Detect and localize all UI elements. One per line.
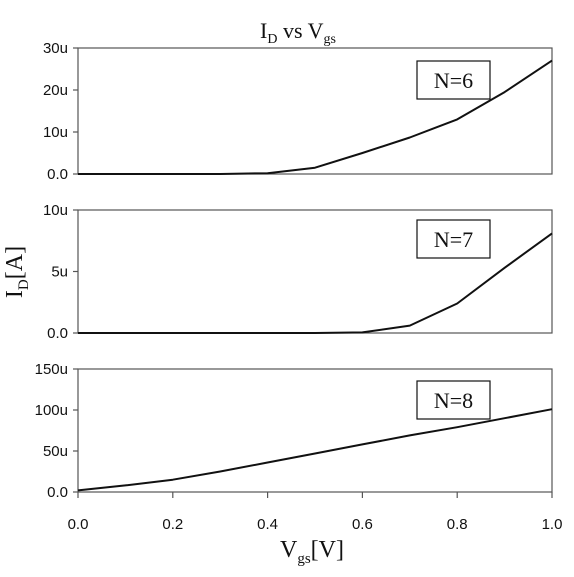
y-tick-label: 0.0 — [47, 166, 68, 183]
chart-title-main-sub: D — [267, 32, 277, 47]
x-axis-label-sub: gs — [297, 551, 311, 567]
x-tick-label: 1.0 — [542, 516, 563, 533]
panel-label: N=8 — [434, 388, 473, 413]
chart-title-mid-sub: gs — [324, 32, 336, 47]
chart-title-main: I — [260, 18, 267, 43]
series-line — [77, 408, 553, 492]
panel-label: N=7 — [434, 227, 473, 252]
x-axis-label: Vgs[V] — [280, 537, 344, 567]
panel-1: 0.0 10u 20u 30u N=6 — [43, 40, 553, 183]
panel-frame — [77, 368, 553, 493]
y-axis-label: ID[A] — [2, 246, 32, 298]
panel-3: 0.0 50u 100u 150u N=8 — [35, 361, 553, 501]
panel-label-box — [416, 60, 491, 100]
panel-2: 0.0 5u 10u N=7 — [43, 202, 553, 342]
x-axis-label-main: V — [280, 537, 298, 563]
x-tick-label: 0.2 — [162, 516, 183, 533]
chart-title: ID vs Vgs — [260, 18, 336, 47]
y-axis-label-sub: D — [16, 279, 32, 290]
x-tick-label: 0.8 — [447, 516, 468, 533]
y-tick-label: 10u — [43, 202, 68, 219]
x-tick-label: 0.6 — [352, 516, 373, 533]
series-line — [78, 232, 553, 334]
x-axis-label-unit: [V] — [311, 537, 344, 563]
x-tick-label: 0.4 — [257, 516, 278, 533]
y-tick-label: 10u — [43, 124, 68, 141]
y-tick-label: 0.0 — [47, 325, 68, 342]
y-axis-label-main: I — [2, 290, 28, 298]
panel-label: N=6 — [434, 68, 473, 93]
chart-title-mid: vs V — [277, 18, 323, 43]
y-tick-label: 20u — [43, 82, 68, 99]
panel-label-box — [416, 380, 491, 420]
panels: 0.0 10u 20u 30u N=6 0.0 5u 10u N=7 0.0 50u 100u 150u… — [35, 40, 553, 501]
x-tick-label: 0.0 — [68, 516, 89, 533]
panel-frame — [77, 47, 553, 175]
series-line — [78, 59, 553, 175]
y-tick-label: 0.0 — [47, 484, 68, 501]
y-tick-label: 150u — [35, 361, 68, 378]
y-axis-label-unit: [A] — [2, 246, 28, 279]
y-tick-label: 50u — [43, 443, 68, 460]
y-tick-label: 30u — [43, 40, 68, 57]
y-tick-label: 5u — [51, 264, 68, 281]
panel-label-box — [416, 219, 491, 259]
x-axis: 0.0 0.2 0.4 0.6 0.8 1.0 — [68, 492, 563, 533]
y-tick-label: 100u — [35, 402, 68, 419]
